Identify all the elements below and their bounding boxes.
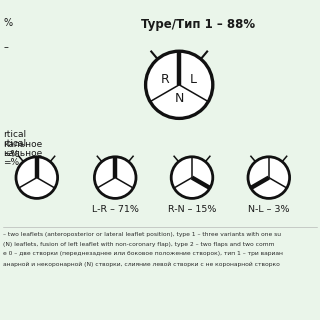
Text: –: – (3, 42, 8, 52)
Text: L: L (190, 73, 197, 86)
Circle shape (146, 51, 213, 118)
Text: R: R (161, 73, 170, 86)
Text: Type/Тип 1 – 88%: Type/Тип 1 – 88% (141, 18, 255, 31)
Circle shape (248, 157, 290, 198)
Text: L-R – 71%: L-R – 71% (92, 205, 139, 214)
Text: =%: =% (3, 150, 19, 159)
Text: =%: =% (3, 158, 19, 167)
Text: (N) leaflets, fusion of left leaflet with non-coronary flap), type 2 – two flaps: (N) leaflets, fusion of left leaflet wit… (3, 242, 275, 247)
Circle shape (171, 157, 213, 198)
Text: N-L – 3%: N-L – 3% (248, 205, 290, 214)
Text: R-N – 15%: R-N – 15% (168, 205, 216, 214)
Text: кальное: кальное (3, 140, 43, 149)
Text: %: % (3, 18, 12, 28)
Text: rtical: rtical (3, 130, 26, 139)
Text: – two leaflets (anteroposterior or lateral leaflet position), type 1 – three var: – two leaflets (anteroposterior or later… (3, 232, 281, 237)
Circle shape (94, 157, 136, 198)
Text: е 0 – две створки (переднезаднее или боковое положение створок), тип 1 – три вар: е 0 – две створки (переднезаднее или бок… (3, 251, 283, 256)
Text: N: N (174, 92, 184, 105)
Text: анарной и некоронарной (N) створки, слияние левой створки с не коронарной створк: анарной и некоронарной (N) створки, слия… (3, 261, 280, 267)
Text: кальное: кальное (3, 149, 43, 158)
Text: rtical: rtical (3, 139, 26, 148)
Circle shape (16, 157, 58, 198)
